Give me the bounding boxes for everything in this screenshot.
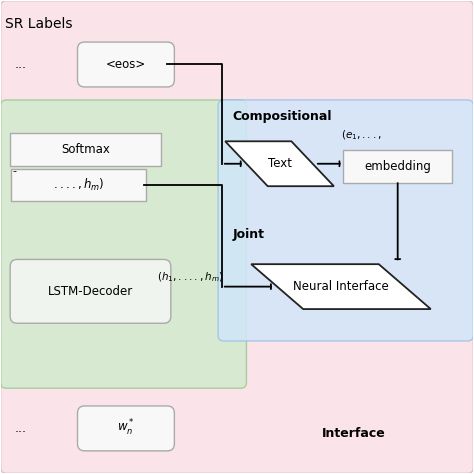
Text: $(e_1,...,$: $(e_1,...,$ bbox=[341, 128, 382, 142]
Text: LSTM-Decoder: LSTM-Decoder bbox=[48, 285, 133, 298]
Text: -: - bbox=[12, 166, 17, 176]
Text: Joint: Joint bbox=[232, 228, 264, 241]
Text: $(h_1,....,h_m)$: $(h_1,....,h_m)$ bbox=[156, 270, 223, 284]
FancyBboxPatch shape bbox=[10, 259, 171, 323]
Text: $....,h_m)$: $....,h_m)$ bbox=[53, 177, 104, 193]
FancyBboxPatch shape bbox=[218, 100, 474, 341]
Polygon shape bbox=[251, 264, 431, 309]
Text: SR Labels: SR Labels bbox=[5, 17, 73, 31]
Text: Neural Interface: Neural Interface bbox=[293, 280, 389, 293]
Polygon shape bbox=[225, 141, 334, 186]
Text: Compositional: Compositional bbox=[232, 110, 332, 123]
FancyBboxPatch shape bbox=[10, 133, 161, 166]
Text: embedding: embedding bbox=[364, 160, 431, 173]
Text: Softmax: Softmax bbox=[61, 143, 110, 156]
FancyBboxPatch shape bbox=[0, 100, 246, 388]
FancyBboxPatch shape bbox=[77, 406, 174, 451]
Text: Text: Text bbox=[267, 157, 292, 170]
Text: $w^*_n$: $w^*_n$ bbox=[117, 419, 135, 438]
FancyBboxPatch shape bbox=[343, 150, 452, 182]
Text: Interface: Interface bbox=[322, 427, 386, 439]
FancyBboxPatch shape bbox=[77, 42, 174, 87]
Text: ...: ... bbox=[15, 422, 27, 435]
Text: ...: ... bbox=[15, 58, 27, 71]
FancyBboxPatch shape bbox=[11, 169, 146, 201]
Text: <eos>: <eos> bbox=[106, 58, 146, 71]
